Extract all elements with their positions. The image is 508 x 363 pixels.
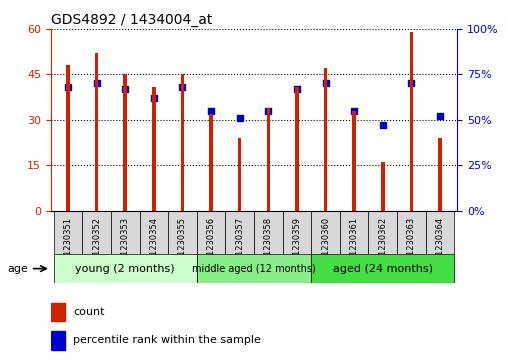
Text: aged (24 months): aged (24 months) [333, 264, 433, 274]
Bar [152, 86, 155, 211]
Text: GSM1230358: GSM1230358 [264, 217, 273, 273]
Text: percentile rank within the sample: percentile rank within the sample [73, 335, 261, 346]
Bar [226, 211, 254, 254]
Text: GSM1230363: GSM1230363 [407, 217, 416, 273]
Bar [54, 211, 82, 254]
Text: GSM1230359: GSM1230359 [293, 217, 301, 273]
Bar [95, 53, 99, 211]
Bar [82, 211, 111, 254]
Point [64, 84, 72, 90]
Bar [238, 138, 241, 211]
Bar [111, 211, 140, 254]
Bar [197, 254, 311, 283]
Bar [368, 211, 397, 254]
Text: GSM1230352: GSM1230352 [92, 217, 101, 273]
Text: middle aged (12 months): middle aged (12 months) [192, 264, 316, 274]
Bar [438, 138, 442, 211]
Bar [140, 211, 168, 254]
Text: GSM1230355: GSM1230355 [178, 217, 187, 273]
Bar [66, 65, 70, 211]
Point [92, 81, 101, 86]
Text: GSM1230361: GSM1230361 [350, 217, 359, 273]
Point [407, 81, 416, 86]
Point [264, 108, 272, 114]
Text: GSM1230360: GSM1230360 [321, 217, 330, 273]
Point [379, 122, 387, 128]
Point [350, 108, 358, 114]
Bar [282, 211, 311, 254]
Point [293, 86, 301, 92]
Text: GSM1230357: GSM1230357 [235, 217, 244, 273]
Bar [295, 86, 299, 211]
Bar [381, 162, 385, 211]
Text: GSM1230364: GSM1230364 [435, 217, 444, 273]
Point [236, 115, 244, 121]
Bar [123, 74, 127, 211]
Text: GSM1230356: GSM1230356 [207, 217, 215, 273]
Bar [267, 108, 270, 211]
Text: count: count [73, 307, 105, 317]
Bar [209, 114, 213, 211]
Bar [254, 211, 282, 254]
Point [436, 113, 444, 119]
Point [121, 86, 129, 92]
Text: GSM1230353: GSM1230353 [121, 217, 130, 273]
Bar [340, 211, 368, 254]
Bar [311, 211, 340, 254]
Point [178, 84, 186, 90]
Text: GDS4892 / 1434004_at: GDS4892 / 1434004_at [51, 13, 212, 26]
Text: GSM1230362: GSM1230362 [378, 217, 387, 273]
Bar [324, 68, 327, 211]
Text: GSM1230354: GSM1230354 [149, 217, 158, 273]
Point [150, 95, 158, 101]
Bar [51, 331, 65, 350]
Bar [353, 111, 356, 211]
Bar [54, 254, 197, 283]
Point [322, 81, 330, 86]
Bar [51, 303, 65, 322]
Bar [397, 211, 426, 254]
Text: young (2 months): young (2 months) [75, 264, 175, 274]
Bar [168, 211, 197, 254]
Text: age: age [7, 264, 28, 274]
Point [207, 108, 215, 114]
Bar [426, 211, 454, 254]
Bar [311, 254, 454, 283]
Bar [409, 32, 413, 211]
Bar [181, 74, 184, 211]
Text: GSM1230351: GSM1230351 [64, 217, 73, 273]
Bar [197, 211, 226, 254]
